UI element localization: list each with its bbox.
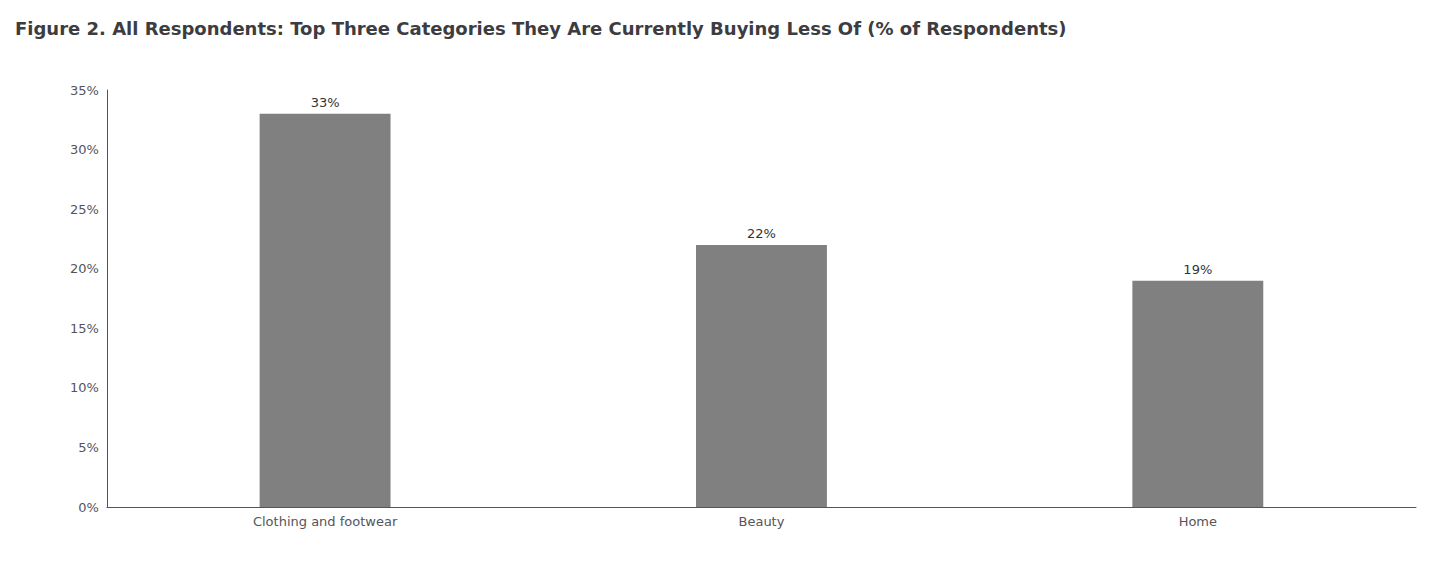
svg-text:Clothing and footwear: Clothing and footwear [253,514,398,529]
svg-text:15%: 15% [70,321,99,336]
svg-text:20%: 20% [70,261,99,276]
svg-text:22%: 22% [747,226,776,241]
svg-text:Home: Home [1179,514,1217,529]
svg-text:Figure 2. All Respondents: Top: Figure 2. All Respondents: Top Three Cat… [15,18,1067,39]
svg-text:33%: 33% [311,95,340,110]
svg-text:5%: 5% [78,440,99,455]
svg-text:10%: 10% [70,380,99,395]
svg-text:25%: 25% [70,202,99,217]
svg-text:Beauty: Beauty [738,514,784,529]
svg-text:35%: 35% [70,83,99,98]
svg-text:30%: 30% [70,142,99,157]
svg-text:0%: 0% [78,500,99,515]
svg-text:19%: 19% [1183,262,1212,277]
